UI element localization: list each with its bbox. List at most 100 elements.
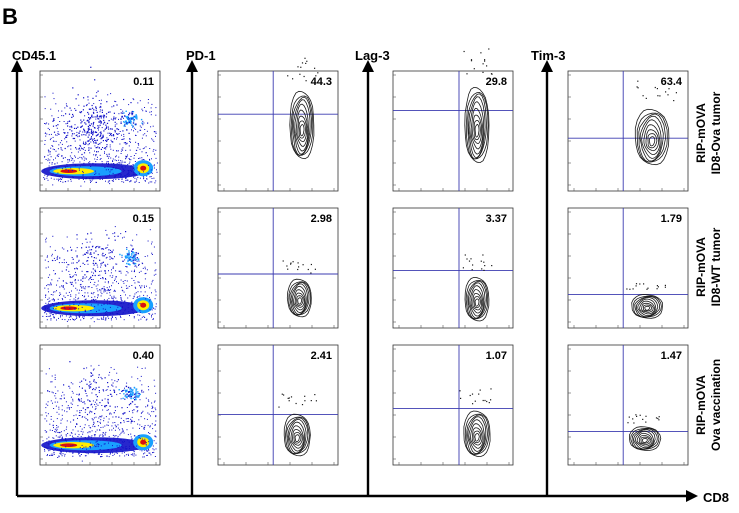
event-dot — [100, 138, 102, 140]
event-dot — [140, 129, 142, 131]
event-dot — [46, 441, 47, 443]
event-dot — [136, 411, 138, 413]
outlier-dot — [664, 284, 666, 286]
event-dot — [66, 420, 68, 422]
event-dot — [134, 293, 136, 295]
event-dot — [129, 395, 131, 397]
event-dot — [93, 154, 95, 156]
event-dot — [146, 455, 148, 456]
event-dot — [138, 435, 140, 436]
event-dot — [45, 239, 47, 241]
event-dot — [134, 181, 136, 183]
event-dot — [127, 260, 129, 263]
outlier-dot — [484, 265, 486, 267]
event-dot — [79, 144, 81, 147]
event-dot — [94, 127, 96, 129]
event-dot — [99, 402, 101, 404]
event-dot — [50, 147, 52, 149]
event-dot — [91, 392, 93, 394]
event-dot — [79, 447, 81, 449]
event-dot — [142, 124, 144, 126]
event-dot — [133, 280, 135, 281]
contour-line — [293, 99, 311, 155]
event-dot — [90, 166, 92, 167]
event-dot — [125, 175, 127, 177]
event-dot — [109, 306, 111, 308]
event-dot — [46, 306, 48, 308]
event-dot — [123, 125, 125, 127]
event-dot — [102, 123, 105, 125]
event-dot — [120, 163, 122, 165]
event-dot — [128, 263, 130, 265]
event-dot — [107, 244, 109, 246]
event-dot — [89, 385, 91, 387]
event-dot — [110, 319, 112, 321]
event-dot — [126, 421, 128, 422]
event-dot — [154, 131, 155, 133]
event-dot — [116, 123, 118, 125]
outlier-dot — [281, 393, 283, 395]
event-dot — [72, 429, 74, 431]
event-dot — [45, 412, 47, 414]
event-dot — [102, 278, 104, 280]
event-dot — [48, 151, 50, 153]
event-dot — [78, 316, 80, 318]
event-dot — [133, 421, 135, 423]
event-dot — [62, 299, 64, 301]
event-dot — [139, 148, 141, 150]
event-dot — [112, 299, 114, 301]
event-dot — [126, 266, 128, 268]
event-dot — [142, 267, 144, 269]
event-dot — [101, 137, 103, 139]
event-dot — [113, 138, 115, 140]
event-dot — [56, 155, 58, 157]
event-dot — [110, 413, 112, 415]
event-dot — [46, 285, 48, 287]
event-dot — [111, 450, 112, 452]
event-dot — [138, 319, 140, 321]
event-dot — [149, 433, 151, 434]
event-dot — [130, 422, 132, 424]
event-dot — [79, 161, 81, 163]
event-dot — [109, 174, 111, 176]
event-dot — [48, 301, 50, 302]
event-dot — [91, 373, 93, 374]
event-dot — [70, 157, 72, 159]
event-dot — [119, 253, 121, 256]
event-dot — [51, 454, 53, 456]
event-dot — [53, 299, 55, 300]
event-dot — [56, 162, 58, 164]
event-dot — [94, 401, 96, 403]
gate-percentage-label: 29.8 — [486, 76, 507, 88]
event-dot — [133, 263, 135, 265]
event-dot — [133, 157, 135, 159]
event-dot — [153, 401, 155, 403]
event-dot — [114, 126, 116, 128]
event-dot — [75, 296, 77, 298]
event-dot — [61, 262, 63, 263]
event-dot — [53, 314, 54, 316]
event-dot — [118, 118, 119, 120]
event-dot — [62, 303, 64, 305]
event-dot — [92, 293, 94, 295]
outlier-dot — [628, 416, 630, 418]
outlier-dot — [659, 95, 661, 97]
event-dot — [139, 314, 141, 316]
event-dot — [81, 247, 83, 249]
row-label-2: RIP-mOVA ID8-WT tumor — [694, 227, 723, 306]
event-dot — [80, 436, 82, 438]
event-dot — [78, 259, 80, 261]
event-dot — [90, 365, 92, 367]
event-dot — [118, 156, 120, 158]
event-dot — [62, 280, 64, 282]
event-dot — [69, 107, 71, 109]
event-dot — [98, 247, 100, 249]
event-dot — [77, 298, 79, 300]
event-dot — [113, 412, 115, 414]
event-dot — [140, 318, 142, 320]
contour-line — [296, 295, 304, 306]
event-dot — [49, 314, 51, 316]
event-dot — [52, 298, 54, 300]
event-dot — [89, 152, 91, 154]
event-dot — [135, 153, 137, 154]
